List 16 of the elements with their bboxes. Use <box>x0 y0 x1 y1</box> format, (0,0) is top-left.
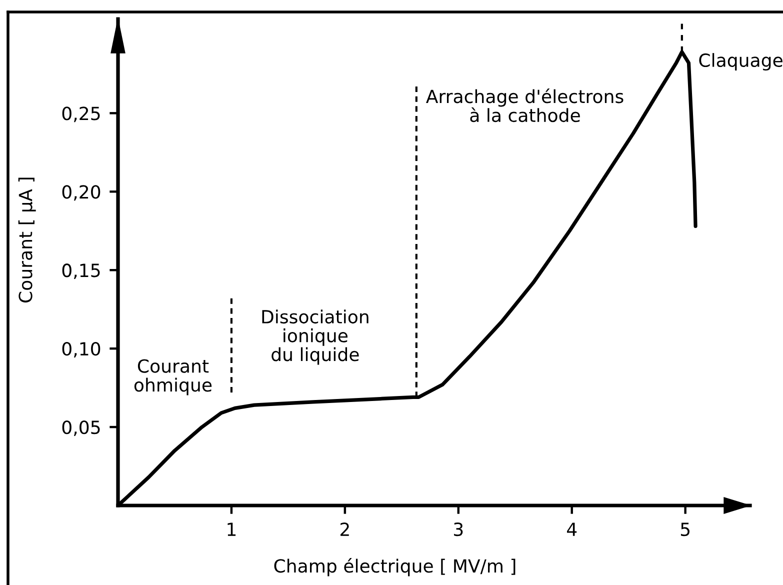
annotation: Dissociation ionique du liquide <box>262 310 368 365</box>
y-axis-title: Courant [ μA ] <box>18 178 36 302</box>
annotation: Courant ohmique <box>134 359 212 396</box>
x-axis-title: Champ électrique [ MV/m ] <box>274 558 516 576</box>
x-tick-label: 5 <box>680 522 690 536</box>
x-tick-label: 2 <box>340 522 349 536</box>
annotation: Arrachage d'électrons à la cathode <box>426 88 624 122</box>
x-tick-label: 3 <box>454 522 463 536</box>
annotation: Claquage <box>699 53 782 71</box>
x-tick-label: 4 <box>567 522 577 536</box>
y-tick-label: 0,05 <box>62 420 100 436</box>
y-tick-label: 0,20 <box>62 185 100 201</box>
y-tick-label: 0,25 <box>62 106 100 122</box>
y-tick-label: 0,15 <box>62 264 100 280</box>
y-tick-label: 0,10 <box>62 342 100 358</box>
x-tick-label: 1 <box>228 522 236 536</box>
